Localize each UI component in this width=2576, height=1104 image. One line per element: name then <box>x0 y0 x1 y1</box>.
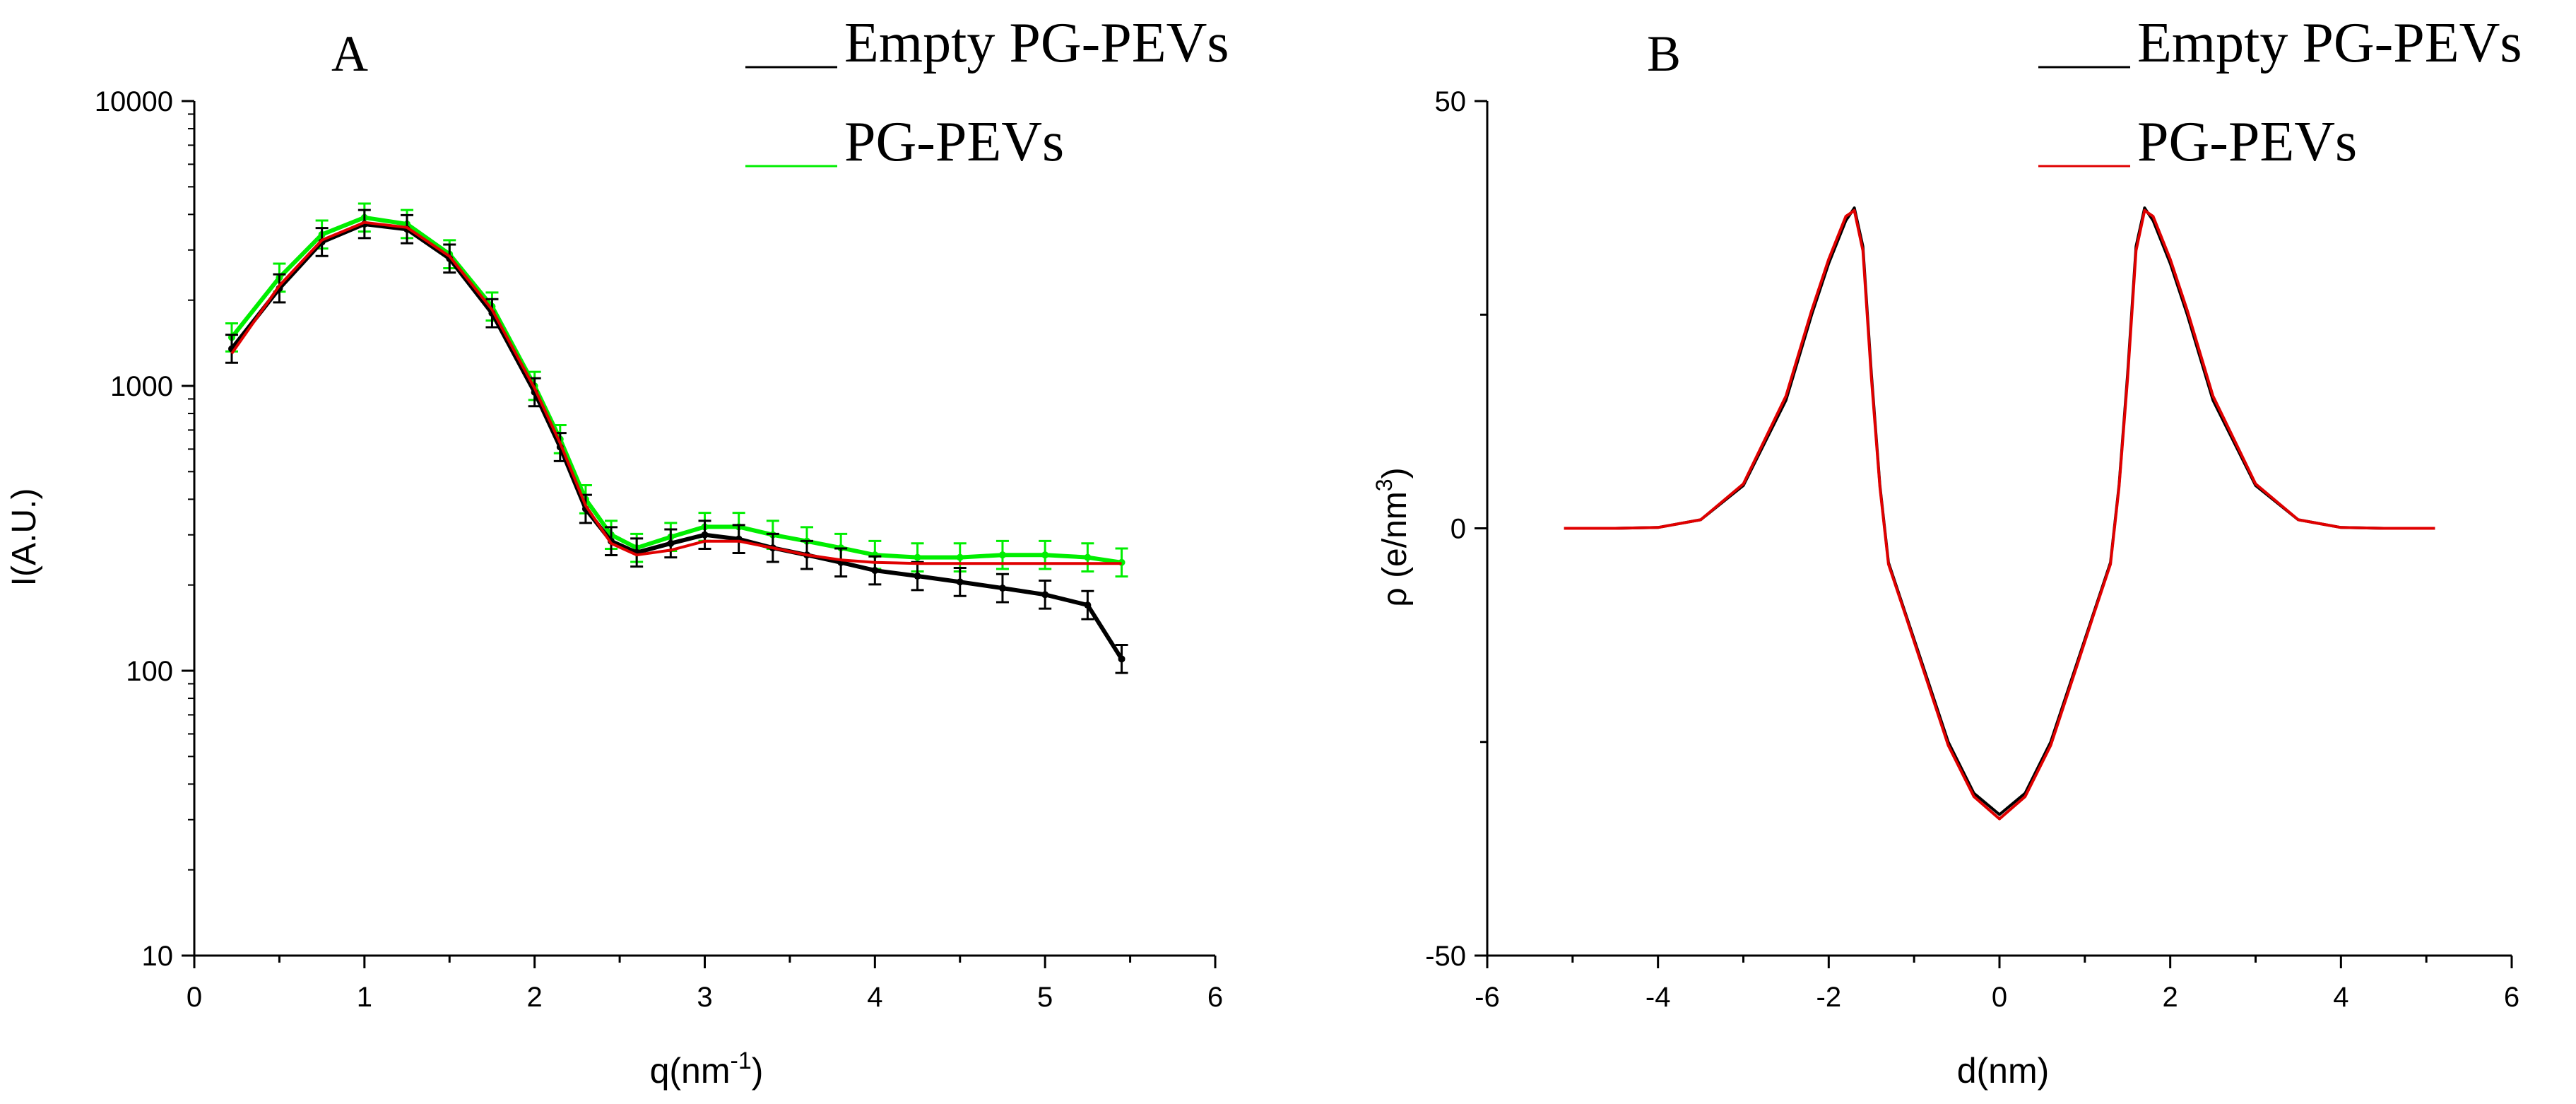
x-tick-label: 5 <box>1037 982 1053 1013</box>
data-point <box>1084 601 1092 609</box>
panel-b-label: B <box>1647 25 1681 82</box>
x-tick-label: 3 <box>697 982 712 1013</box>
y-tick-label: 10 <box>142 941 174 972</box>
x-tick-label: 0 <box>187 982 202 1013</box>
data-point <box>1041 551 1049 559</box>
series-pg-pevs <box>225 202 1128 578</box>
data-point <box>956 553 964 561</box>
y-tick-label: 1000 <box>110 371 173 402</box>
data-point <box>1084 553 1092 561</box>
panel-a-x-label: q(nm-1) <box>650 1047 764 1091</box>
x-tick-label: 2 <box>527 982 543 1013</box>
legend-label: Empty PG-PEVs <box>2137 12 2522 74</box>
x-tick-label: 1 <box>357 982 372 1013</box>
panel-b-y-label: ρ (e/nm3) <box>1371 467 1414 606</box>
x-tick-label: 4 <box>2333 982 2348 1013</box>
series-empty-pg-pevs <box>225 209 1128 674</box>
series-fit <box>230 221 1122 565</box>
data-point <box>1041 591 1049 599</box>
data-point <box>701 531 709 539</box>
panel-a-y-label: I(A.U.) <box>6 488 43 587</box>
series-pg-pevs <box>1564 209 2435 821</box>
y-tick-label: 100 <box>126 656 173 687</box>
data-point <box>871 567 879 575</box>
y-tick-label: -50 <box>1425 941 1466 972</box>
series-line <box>230 221 1124 660</box>
data-point <box>914 553 921 561</box>
y-tick-label: 10000 <box>95 86 173 117</box>
data-point <box>914 572 921 580</box>
series-line <box>230 215 1122 565</box>
legend-label: PG-PEVs <box>844 111 1064 173</box>
data-point <box>956 578 964 586</box>
panel-b-ticks: -6 -4 -2 0 2 4 6 -50 0 50 <box>1425 86 2519 1013</box>
panel-b: B -6 -4 -2 0 2 4 6 -50 0 50 d(nm) ρ (e/nm3) Empty… <box>1371 12 2522 1091</box>
x-tick-label: 6 <box>1207 982 1223 1013</box>
x-tick-label: 4 <box>867 982 882 1013</box>
panel-a-ticks: 0 1 2 3 4 5 6 10 100 1000 10000 <box>95 86 1223 1013</box>
y-tick-label: 50 <box>1435 86 1467 117</box>
legend-label: PG-PEVs <box>2137 111 2357 173</box>
legend-label: Empty PG-PEVs <box>844 12 1229 74</box>
series-empty-pg-pevs <box>1564 206 2435 816</box>
panel-b-series <box>1564 206 2435 821</box>
panel-b-legend: Empty PG-PEVs PG-PEVs <box>2038 12 2522 173</box>
x-tick-label: -4 <box>1646 982 1671 1013</box>
data-point <box>998 551 1006 559</box>
panel-a-label: A <box>331 25 368 82</box>
x-tick-label: -2 <box>1816 982 1842 1013</box>
x-tick-label: 0 <box>1992 982 2007 1013</box>
data-point <box>998 585 1006 592</box>
panel-a-series <box>225 202 1128 674</box>
x-tick-label: -6 <box>1475 982 1500 1013</box>
data-point <box>667 539 675 547</box>
data-point <box>1118 655 1125 663</box>
panel-a-legend: Empty PG-PEVs PG-PEVs <box>745 12 1229 173</box>
y-tick-label: 0 <box>1451 514 1466 545</box>
x-tick-label: 6 <box>2504 982 2519 1013</box>
x-tick-label: 2 <box>2163 982 2178 1013</box>
panel-b-x-label: d(nm) <box>1957 1051 2050 1091</box>
